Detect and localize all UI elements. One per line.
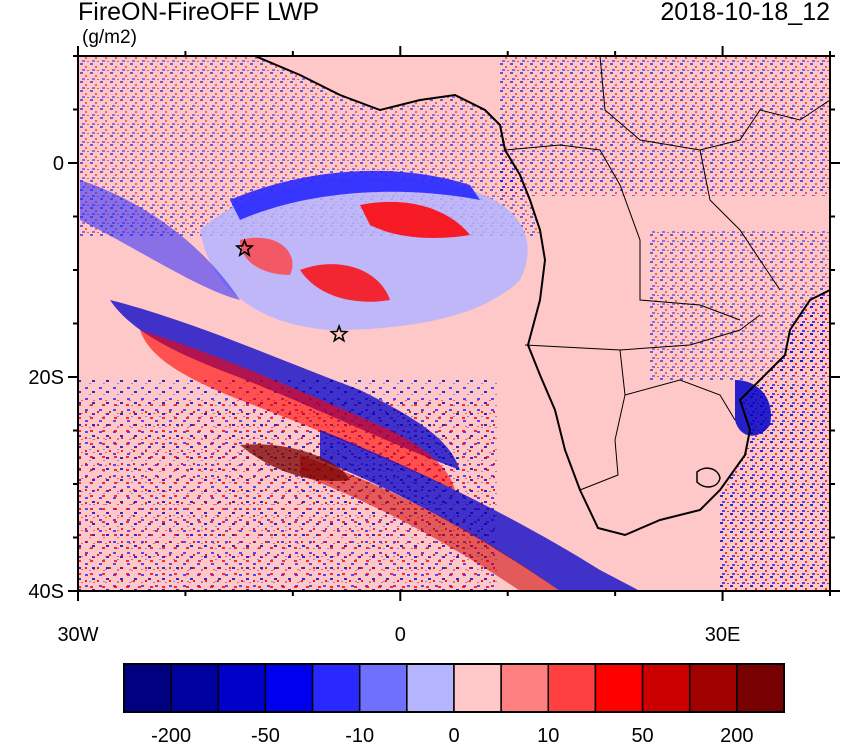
colorbar-swatch <box>547 663 597 713</box>
southern-front-blue <box>320 430 640 591</box>
colorbar-label: 0 <box>448 725 459 747</box>
colorbar-swatch <box>123 663 172 713</box>
map-title: FireON-FireOFF LWP <box>78 0 320 26</box>
lat-label: 40S <box>28 581 64 603</box>
colorbar-swatch <box>500 663 550 713</box>
dark-red-patch <box>240 444 350 481</box>
border-angola-south <box>619 314 761 351</box>
coastline <box>254 56 830 537</box>
cloud-patch-red-1 <box>360 201 470 238</box>
colorbar-swatch <box>311 663 361 713</box>
cloud-patch-red-2 <box>300 264 390 302</box>
lon-label: 30W <box>57 624 98 646</box>
map-date: 2018-10-18_12 <box>660 0 830 26</box>
border-east-africa <box>699 149 781 291</box>
colorbar-frame <box>123 663 785 713</box>
frontal-band-red <box>140 330 455 490</box>
latitude-labels: 0 20S 40S <box>28 153 64 603</box>
colorbar-swatch <box>170 663 220 713</box>
colorbar-label: -50 <box>251 725 280 747</box>
central-africa-noise <box>500 56 830 196</box>
star-markers <box>234 238 349 343</box>
lat-label: 20S <box>28 367 64 389</box>
border-namibia <box>524 344 626 491</box>
colorbar-swatch <box>358 663 408 713</box>
border-central-africa <box>599 56 830 151</box>
lat-label: 0 <box>53 153 64 175</box>
cloud-band-blue-north <box>230 170 480 220</box>
colorbar-swatch <box>217 663 267 713</box>
colorbar <box>123 663 785 713</box>
mozambique-blue <box>735 380 771 436</box>
border-botswana <box>624 379 736 421</box>
colorbar-label: 50 <box>631 725 653 747</box>
colorbar-swatch <box>264 663 314 713</box>
colorbar-labels: -200 -50 -10 0 10 50 200 <box>151 725 753 747</box>
colorbar-swatch <box>641 663 691 713</box>
longitude-labels: 30W 0 30E <box>57 624 740 646</box>
colorbar-label: 200 <box>720 725 753 747</box>
colorbar-label: -200 <box>151 725 191 747</box>
colorbar-swatch <box>594 663 644 713</box>
map-field <box>78 56 830 591</box>
western-band-blue <box>80 180 240 300</box>
colorbar-label: -10 <box>345 725 374 747</box>
border-lesotho <box>696 467 721 488</box>
units-label: (g/m2) <box>82 27 137 48</box>
axis-ticks <box>68 46 840 601</box>
star-marker-2 <box>329 323 349 343</box>
colorbar-swatch <box>688 663 738 713</box>
colorbar-swatch <box>736 663 785 713</box>
cloud-patch-red-3 <box>240 237 293 275</box>
lon-label: 30E <box>705 624 741 646</box>
colorbar-swatch <box>453 663 502 713</box>
star-marker-1 <box>234 238 255 257</box>
southern-front-red <box>300 455 560 591</box>
east-africa-noise <box>650 230 830 380</box>
colorbar-swatch <box>406 663 455 713</box>
colorbar-label: 10 <box>537 725 559 747</box>
lon-label: 0 <box>395 624 406 646</box>
border-angola-drc <box>504 144 741 321</box>
